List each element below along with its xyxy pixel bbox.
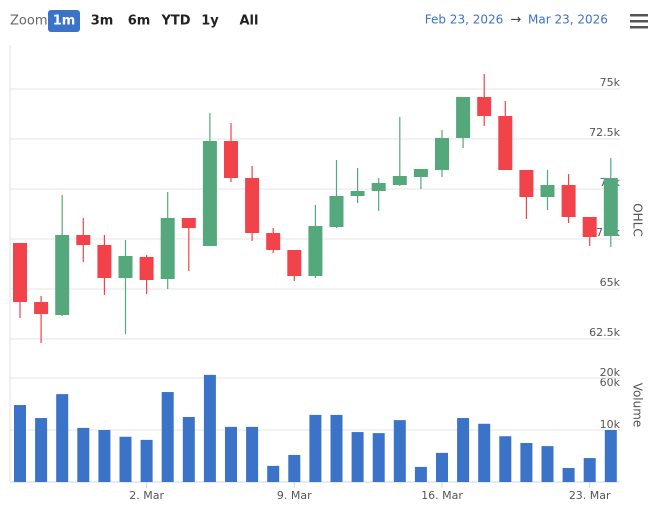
candle-body <box>245 178 260 233</box>
candle-body <box>308 226 323 276</box>
y-axis-title: OHLC <box>631 203 645 237</box>
y-tick-label: 60k <box>600 376 621 389</box>
candle-body <box>540 185 555 197</box>
zoom-label: Zoom <box>10 14 47 29</box>
zoom-button[interactable]: YTD <box>160 14 190 29</box>
zoom-button[interactable]: All <box>240 14 259 29</box>
volume-bar <box>499 436 512 482</box>
candle-body <box>392 176 407 185</box>
candle-body <box>287 250 302 276</box>
volume-bar <box>246 426 259 482</box>
volume-bar <box>520 443 533 482</box>
zoom-button[interactable]: 3m <box>91 14 114 29</box>
zoom-buttons: 1m 3m 6m YTD 1y All <box>48 10 258 32</box>
x-tick-label: 2. Mar <box>129 489 164 502</box>
volume-bar <box>436 452 448 482</box>
volume-bar <box>203 374 216 482</box>
candle-body <box>371 183 386 191</box>
volume-bar <box>351 432 364 482</box>
selected-button-bg <box>48 10 80 32</box>
candle-body <box>477 97 492 116</box>
candle-body <box>160 218 175 279</box>
volume-bar <box>56 394 69 482</box>
candle-body <box>76 235 91 245</box>
candle-body <box>413 169 428 177</box>
candle-body <box>456 97 471 138</box>
x-tick-label: 9. Mar <box>277 489 312 502</box>
candle-body <box>561 185 576 217</box>
volume-bar <box>330 414 343 482</box>
candle-body <box>329 196 344 227</box>
range-to[interactable]: Mar 23, 2026 <box>528 13 608 27</box>
candle-body <box>498 116 513 170</box>
volume-bar <box>267 465 280 482</box>
x-tick-label: 16. Mar <box>421 489 463 502</box>
volume-bar <box>414 466 427 482</box>
menu-bar <box>630 26 648 29</box>
range-from[interactable]: Feb 23, 2026 <box>425 13 504 27</box>
candle-body <box>97 245 112 278</box>
volume-axis-title: Volume <box>631 383 645 428</box>
zoom-button[interactable]: 6m <box>128 14 151 29</box>
volume-bar <box>604 430 617 482</box>
candle-body <box>34 302 49 314</box>
candle-body <box>582 217 597 237</box>
volume-tick-label: 10k <box>600 418 621 431</box>
volume-bar <box>77 427 90 482</box>
candle-body <box>118 256 133 278</box>
candle-body <box>519 170 534 197</box>
menu-button[interactable] <box>630 14 648 29</box>
candle-body <box>55 235 70 315</box>
candle-body <box>13 243 27 302</box>
y-tick-label: 72.5k <box>589 126 620 139</box>
volume-bar <box>478 423 491 482</box>
y-tick-label: 75k <box>600 76 621 89</box>
candle-body <box>350 191 365 196</box>
volume-bar <box>140 439 153 482</box>
candle-body <box>202 141 217 246</box>
volume-bar <box>583 458 596 482</box>
candle-body <box>435 138 449 170</box>
volume-bar <box>182 417 195 482</box>
volume-bar <box>288 454 301 482</box>
volume-bar <box>309 414 322 482</box>
y-tick-label: 62.5k <box>589 326 620 339</box>
x-tick-label: 23. Mar <box>569 489 611 502</box>
candle-body <box>181 218 196 228</box>
volume-bar <box>14 405 26 482</box>
zoom-button[interactable]: 1y <box>201 14 219 29</box>
volume-bar <box>98 430 111 482</box>
volume-bar <box>119 436 132 482</box>
menu-bar <box>630 20 648 23</box>
range-arrow: → <box>511 13 522 28</box>
volume-bar <box>161 392 174 482</box>
volume-bar <box>562 467 575 482</box>
candle-body <box>224 141 238 178</box>
volume-bar <box>393 420 406 482</box>
menu-bar <box>630 14 648 17</box>
y-tick-label: 65k <box>600 276 621 289</box>
candle-body <box>603 178 618 236</box>
candle-body <box>266 233 281 250</box>
candle-body <box>139 257 154 280</box>
volume-bar <box>225 426 237 482</box>
volume-bar <box>35 418 48 482</box>
volume-bar <box>541 446 554 482</box>
zoom-button[interactable]: 1m <box>53 14 76 29</box>
volume-tick-label: 20k <box>600 366 621 379</box>
volume-bar <box>457 418 470 482</box>
volume-bar <box>372 433 385 482</box>
